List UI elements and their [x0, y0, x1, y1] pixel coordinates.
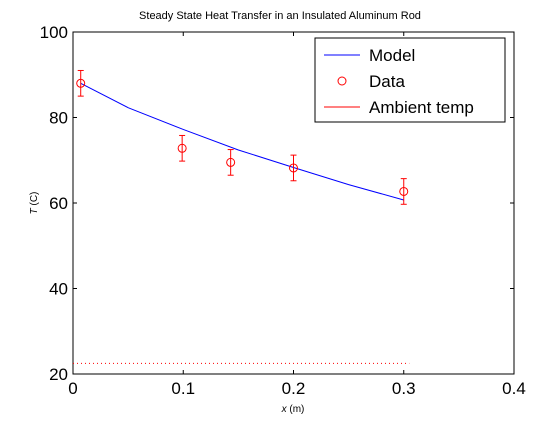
- model-line: [80, 82, 404, 201]
- legend-label-data: Data: [369, 72, 405, 91]
- y-tick-label: 20: [49, 365, 68, 384]
- legend-box: [314, 37, 506, 123]
- x-tick-label: 0.3: [392, 379, 416, 398]
- axis-ticks: [72, 31, 515, 375]
- data-marker: [399, 186, 409, 196]
- data-point: [399, 178, 409, 205]
- x-tick-label: 0: [68, 379, 77, 398]
- plot-series: [73, 69, 410, 364]
- y-tick-label: 40: [49, 280, 68, 299]
- data-point: [289, 154, 298, 182]
- x-tick-label: 0.4: [502, 379, 526, 398]
- y-axis-label-variable: T: [29, 207, 40, 214]
- y-axis-label-unit: (C): [29, 192, 40, 209]
- x-axis-label-unit: (m): [287, 404, 305, 415]
- y-tick-label: 100: [40, 23, 68, 42]
- y-tick-label: 60: [49, 194, 68, 213]
- x-axis-label-variable: x: [281, 404, 288, 415]
- x-tick-labels: 0 0.1 0.2 0.3 0.4: [68, 379, 526, 398]
- data-point: [177, 134, 187, 162]
- legend-label-model: Model: [369, 46, 415, 65]
- legend-swatch-data: [337, 76, 347, 86]
- data-marker: [226, 157, 236, 167]
- y-tick-label: 80: [49, 109, 68, 128]
- x-tick-label: 0.2: [282, 379, 306, 398]
- data-marker: [289, 163, 298, 173]
- y-axis-label: T (C): [29, 192, 40, 215]
- data-point: [76, 69, 86, 97]
- x-tick-label: 0.1: [171, 379, 195, 398]
- legend-label-ambient: Ambient temp: [369, 98, 474, 117]
- legend: Model Data Ambient temp: [314, 37, 506, 123]
- data-point: [226, 149, 236, 176]
- y-tick-labels: 20 40 60 80 100: [40, 23, 68, 384]
- data-marker: [76, 78, 86, 88]
- data-marker: [177, 143, 187, 153]
- chart-title: Steady State Heat Transfer in an Insulat…: [139, 10, 421, 22]
- x-axis-label: x (m): [281, 404, 305, 415]
